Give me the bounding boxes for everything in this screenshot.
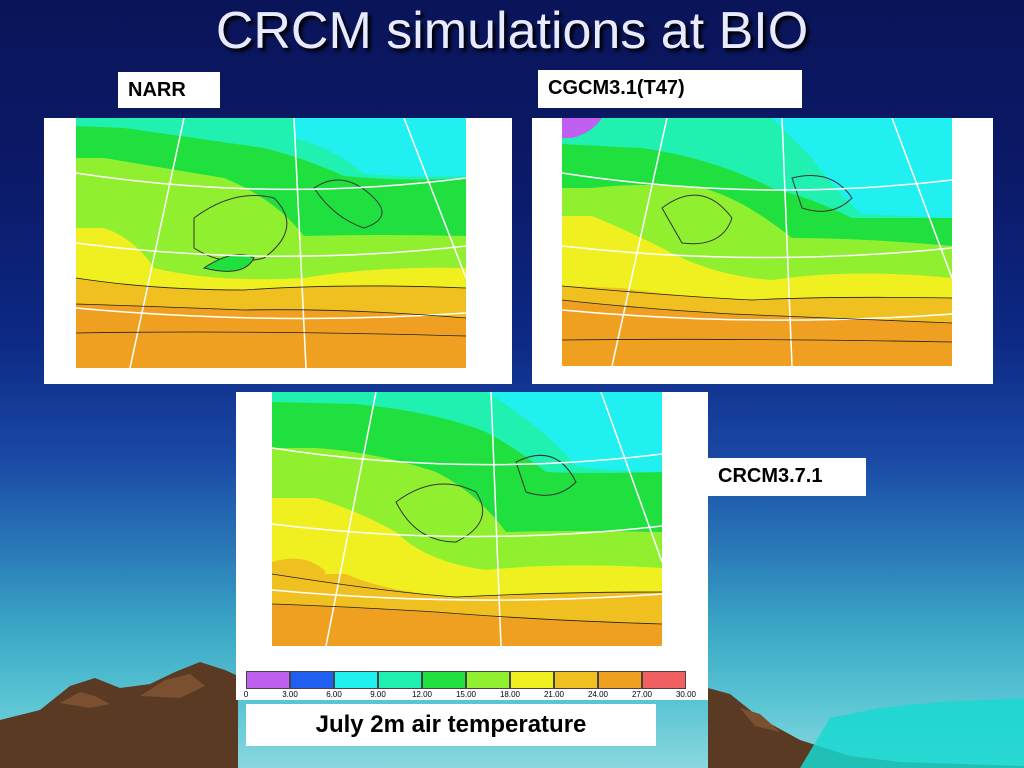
temperature-color-legend: 0 3.00 6.00 9.00 12.00 15.00 18.00 21.00 24.00 27… [236, 666, 708, 700]
narr-label: NARR [118, 72, 220, 108]
legend-color-bar [246, 671, 686, 689]
figure-caption: July 2m air temperature [246, 704, 656, 746]
legend-tick-label: 21.00 [543, 690, 565, 699]
narr-temperature-map [44, 118, 512, 384]
legend-tick-label: 15.00 [455, 690, 477, 699]
legend-swatch [466, 671, 510, 689]
legend-tick-label: 12.00 [411, 690, 433, 699]
legend-swatch [246, 671, 290, 689]
legend-swatch [510, 671, 554, 689]
legend-tick-label: 24.00 [587, 690, 609, 699]
legend-tick-label: 6.00 [326, 690, 342, 699]
slide-title: CRCM simulations at BIO [215, 2, 809, 60]
legend-swatch [642, 671, 686, 689]
legend-swatch [422, 671, 466, 689]
legend-tick-label: 27.00 [631, 690, 653, 699]
legend-tick-label: 18.00 [499, 690, 521, 699]
cgcm-temperature-map [532, 118, 993, 384]
legend-tick-label: 30.00 [675, 690, 697, 699]
legend-swatch [378, 671, 422, 689]
legend-swatch [290, 671, 334, 689]
mountain-silhouette [0, 662, 1024, 768]
legend-tick-labels: 0 3.00 6.00 9.00 12.00 15.00 18.00 21.00 24.00 27… [240, 690, 700, 700]
legend-tick-label: 3.00 [282, 690, 298, 699]
cgcm-label: CGCM3.1(T47) [538, 70, 802, 108]
crcm-label: CRCM3.7.1 [708, 458, 866, 496]
legend-tick-label: 0 [243, 690, 249, 699]
legend-swatch [334, 671, 378, 689]
crcm-temperature-map [236, 392, 708, 666]
legend-swatch [598, 671, 642, 689]
legend-swatch [554, 671, 598, 689]
legend-tick-label: 9.00 [370, 690, 386, 699]
